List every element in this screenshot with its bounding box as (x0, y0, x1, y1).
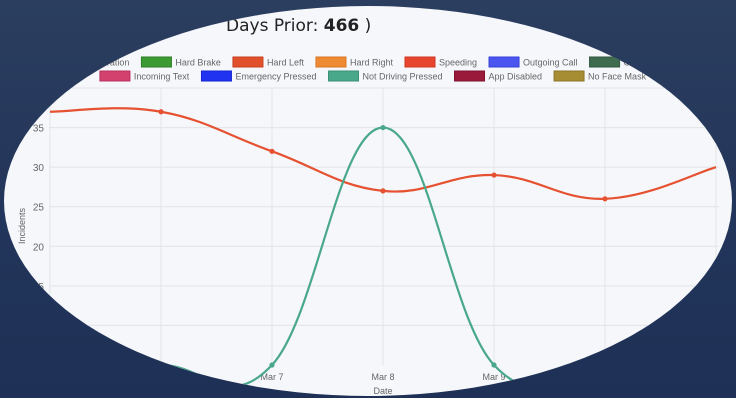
legend-swatch[interactable] (404, 56, 436, 68)
data-point-speeding[interactable] (491, 172, 497, 178)
legend-swatch[interactable] (327, 70, 359, 82)
legend-label: Incoming Text (134, 72, 190, 82)
legend-label: Hard Left (267, 58, 305, 68)
data-point-speeding[interactable] (602, 196, 608, 202)
x-tick-label: Mar 8 (371, 372, 394, 382)
x-axis-title: Date (373, 386, 392, 396)
data-point-not-driving-pressed[interactable] (602, 362, 608, 368)
data-point-speeding[interactable] (269, 148, 275, 154)
legend-label: eleration (95, 58, 130, 68)
chart-card: Days Prior: 466 ) 15 20 25 30 35 Mar 7 Mar 8 Ma… (4, 6, 732, 396)
y-tick-label: 20 (33, 242, 45, 253)
legend-swatch[interactable] (99, 70, 131, 82)
title-suffix: ) (364, 16, 372, 36)
legend-label: Emergency Pressed (235, 72, 316, 82)
legend-label: No Face Mask (588, 72, 647, 82)
legend-swatch[interactable] (140, 56, 172, 68)
data-point-not-driving-pressed[interactable] (380, 124, 386, 131)
y-tick-label: 15 (33, 282, 45, 293)
incidents-chart: 15 20 25 30 35 Mar 7 Mar 8 Mar 9 Date Incidents el… (17, 56, 719, 396)
page-title: Days Prior: 466 ) (226, 16, 371, 36)
legend-swatch[interactable] (315, 56, 347, 68)
legend-swatch[interactable] (589, 56, 621, 68)
x-tick-label: Mar 9 (482, 372, 505, 382)
data-point-not-driving-pressed[interactable] (158, 362, 164, 368)
y-tick-label: 30 (33, 163, 45, 174)
data-point-not-driving-pressed[interactable] (269, 362, 275, 368)
legend-swatch[interactable] (454, 70, 486, 82)
legend-swatch[interactable] (232, 56, 264, 68)
legend-label: Not Driving Pressed (362, 72, 442, 82)
y-axis-title: Incidents (17, 207, 27, 244)
data-point-speeding[interactable] (380, 188, 386, 194)
data-point-speeding[interactable] (158, 109, 164, 115)
title-value: 466 (323, 16, 360, 36)
legend-swatch[interactable] (488, 56, 520, 68)
legend-swatch[interactable] (553, 70, 585, 82)
x-tick-label: Mar 7 (260, 372, 283, 382)
title-prefix: Days Prior: (226, 16, 319, 36)
legend-swatch[interactable] (200, 70, 232, 82)
legend-label: Hard Brake (175, 58, 221, 68)
legend-swatch[interactable] (60, 56, 92, 68)
legend-label: Outgoing Text (624, 58, 680, 68)
legend-label: Speeding (439, 58, 477, 68)
legend-label: Hard Right (350, 58, 394, 68)
legend-label: Outgoing Call (523, 58, 578, 68)
y-tick-label: 35 (33, 124, 45, 135)
data-point-not-driving-pressed[interactable] (491, 362, 497, 368)
y-tick-label: 25 (33, 203, 45, 214)
legend-label: App Disabled (489, 72, 543, 82)
